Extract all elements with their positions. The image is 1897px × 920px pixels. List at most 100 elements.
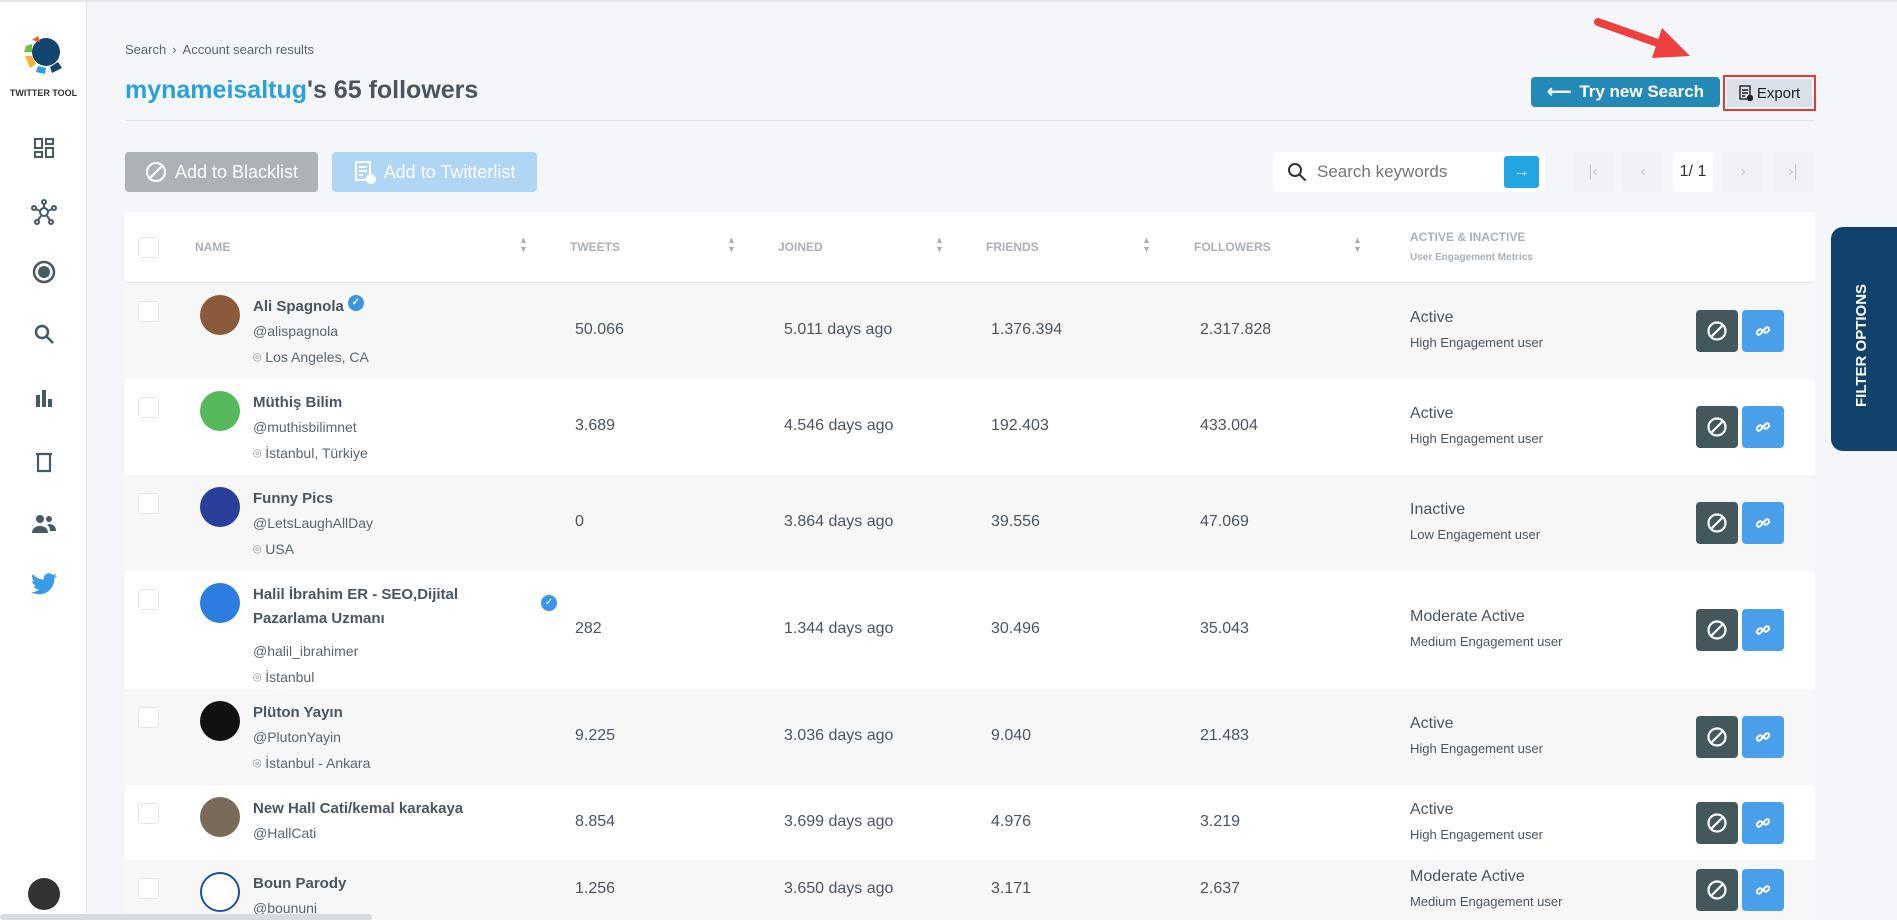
- account-handle: @boununi: [253, 900, 318, 916]
- last-page-button[interactable]: ›|: [1773, 152, 1813, 192]
- col-followers[interactable]: FOLLOWERS: [1194, 240, 1271, 254]
- sort-icon[interactable]: ▲ ▼: [727, 235, 736, 254]
- radio-target-icon[interactable]: [28, 256, 60, 288]
- sort-icon[interactable]: ▲ ▼: [1142, 235, 1151, 254]
- block-icon: [1707, 727, 1727, 747]
- row-checkbox[interactable]: [138, 397, 159, 418]
- filter-options-tab[interactable]: FILTER OPTIONS: [1831, 227, 1897, 451]
- block-button[interactable]: [1696, 801, 1738, 844]
- block-button[interactable]: [1696, 869, 1738, 911]
- export-label: Export: [1756, 84, 1801, 102]
- row-checkbox[interactable]: [138, 493, 159, 514]
- engagement-level: High Engagement user: [1410, 826, 1543, 842]
- avatar[interactable]: [200, 797, 240, 837]
- profile-link-button[interactable]: [1742, 310, 1784, 352]
- engagement-level: High Engagement user: [1410, 431, 1543, 446]
- first-page-button[interactable]: |‹: [1573, 152, 1613, 192]
- block-icon: [1707, 321, 1727, 341]
- table-row: Halil İbrahim ER - SEO,Dijital Pazarlama…: [125, 571, 1815, 689]
- followers-count: 3.219: [1200, 812, 1241, 830]
- block-button[interactable]: [1696, 310, 1738, 352]
- activity-status: Moderate Active: [1410, 868, 1525, 885]
- joined-value: 3.650 days ago: [784, 880, 894, 897]
- profile-link-button[interactable]: [1742, 801, 1784, 844]
- username-link[interactable]: mynameisaltug: [125, 76, 308, 104]
- dashboard-icon[interactable]: [28, 132, 60, 164]
- profile-link-button[interactable]: [1742, 609, 1784, 651]
- friends-count: 30.496: [991, 620, 1040, 637]
- profile-link-button[interactable]: [1742, 502, 1784, 544]
- export-button[interactable]: Export: [1723, 75, 1816, 111]
- account-name[interactable]: Halil İbrahim ER - SEO,Dijital Pazarlama…: [253, 586, 459, 627]
- profile-link-button[interactable]: [1742, 869, 1784, 911]
- avatar[interactable]: [200, 487, 240, 527]
- tweets-count: 282: [575, 620, 602, 637]
- location-pin-icon: ⌾: [253, 445, 262, 461]
- sort-icon[interactable]: ▲ ▼: [1353, 235, 1362, 254]
- account-location: ⌾ İstanbul, Türkiye: [253, 445, 368, 461]
- network-icon[interactable]: [28, 196, 60, 228]
- avatar[interactable]: [200, 701, 240, 741]
- col-tweets[interactable]: TWEETS: [570, 240, 620, 254]
- followers-count: 35.043: [1200, 620, 1249, 637]
- joined-value: 1.344 days ago: [784, 620, 894, 637]
- avatar[interactable]: [200, 391, 240, 431]
- profile-link-button[interactable]: [1742, 716, 1784, 758]
- add-to-blacklist-button[interactable]: Add to Blacklist: [125, 152, 318, 192]
- search-input[interactable]: [1317, 162, 1497, 182]
- account-name[interactable]: Plüton Yayın: [253, 704, 343, 721]
- block-button[interactable]: [1696, 406, 1738, 448]
- row-checkbox[interactable]: [138, 301, 159, 322]
- twitter-icon[interactable]: [28, 568, 60, 600]
- trash-icon[interactable]: [28, 446, 60, 478]
- row-checkbox[interactable]: [138, 589, 159, 610]
- user-avatar[interactable]: [28, 878, 60, 910]
- horizontal-scrollbar[interactable]: [0, 914, 372, 920]
- link-icon: [1755, 885, 1771, 895]
- avatar[interactable]: [200, 872, 240, 912]
- verified-badge-icon: ✓: [347, 295, 364, 311]
- breadcrumb: Search › Account search results: [125, 42, 320, 57]
- bar-chart-icon[interactable]: [28, 382, 60, 414]
- location-pin-icon: ⌾: [253, 669, 262, 685]
- breadcrumb-search[interactable]: Search: [125, 42, 167, 57]
- block-button[interactable]: [1696, 502, 1738, 544]
- list-add-icon: [354, 161, 376, 184]
- page-title: mynameisaltug's 65 followers: [125, 76, 478, 105]
- export-button-inner[interactable]: Export: [1727, 79, 1812, 107]
- row-checkbox[interactable]: [138, 707, 159, 728]
- account-name[interactable]: Boun Parody: [253, 875, 347, 892]
- search-icon[interactable]: [28, 318, 60, 350]
- col-friends[interactable]: FRIENDS: [986, 240, 1039, 254]
- block-icon: [1707, 513, 1727, 533]
- account-name[interactable]: Ali Spagnola ✓: [253, 295, 364, 319]
- link-icon: [1755, 732, 1771, 742]
- users-icon[interactable]: [28, 508, 60, 540]
- col-joined[interactable]: JOINED: [778, 240, 823, 254]
- avatar[interactable]: [200, 295, 240, 335]
- account-name[interactable]: Funny Pics: [253, 490, 334, 507]
- avatar[interactable]: [200, 583, 240, 623]
- block-button[interactable]: [1696, 716, 1738, 758]
- block-icon: [1707, 417, 1727, 437]
- try-new-search-button[interactable]: ⟵ Try new Search: [1531, 77, 1720, 107]
- select-all-checkbox[interactable]: [138, 237, 159, 258]
- add-to-twitterlist-button[interactable]: Add to Twitterlist: [332, 152, 537, 192]
- location-pin-icon: ⌾: [253, 541, 262, 557]
- followers-count: 21.483: [1200, 727, 1249, 744]
- row-checkbox[interactable]: [138, 803, 159, 824]
- col-name[interactable]: NAME: [195, 240, 231, 254]
- add-to-twitterlist-label: Add to Twitterlist: [383, 161, 516, 182]
- profile-link-button[interactable]: [1742, 406, 1784, 448]
- account-name[interactable]: Müthiş Bilim: [253, 394, 343, 411]
- prev-page-button[interactable]: ‹: [1623, 152, 1663, 192]
- block-icon: [1707, 812, 1727, 833]
- joined-value: 4.546 days ago: [784, 417, 894, 434]
- sort-icon[interactable]: ▲ ▼: [935, 235, 944, 254]
- row-checkbox[interactable]: [138, 878, 159, 899]
- sort-icon[interactable]: ▲ ▼: [519, 235, 528, 254]
- block-button[interactable]: [1696, 609, 1738, 651]
- account-name[interactable]: New Hall Cati/kemal karakaya: [253, 800, 464, 817]
- search-submit-button[interactable]: →: [1504, 156, 1539, 188]
- next-page-button[interactable]: ›: [1723, 152, 1763, 192]
